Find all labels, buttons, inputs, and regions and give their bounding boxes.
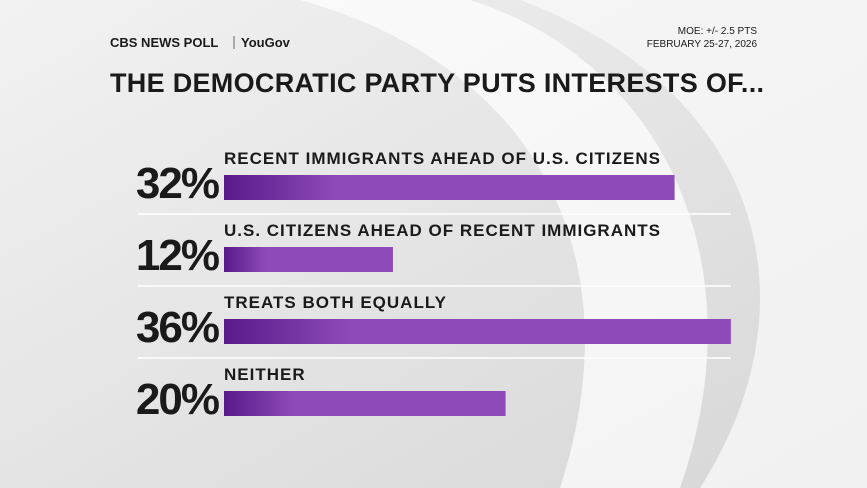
category-label: TREATS BOTH EQUALLY: [224, 293, 447, 312]
value-label: 32%: [136, 159, 219, 208]
partner: YouGov: [241, 35, 291, 50]
value-label: 12%: [136, 231, 219, 280]
bar: [224, 247, 393, 272]
swoosh: [300, 0, 708, 488]
moe: MOE: +/- 2.5 PTS: [678, 26, 758, 37]
category-label: RECENT IMMIGRANTS AHEAD OF U.S. CITIZENS: [224, 149, 661, 168]
bar: [224, 175, 675, 200]
dates: FEBRUARY 25-27, 2026: [647, 39, 758, 50]
value-label: 36%: [136, 303, 219, 352]
category-label: U.S. CITIZENS AHEAD OF RECENT IMMIGRANTS: [224, 221, 661, 240]
value-label: 20%: [136, 375, 219, 424]
brand: CBS NEWS POLL: [110, 35, 218, 50]
swoosh: [520, 0, 867, 488]
bar: [224, 391, 506, 416]
category-label: NEITHER: [224, 365, 306, 384]
chart-title: THE DEMOCRATIC PARTY PUTS INTERESTS OF..…: [110, 68, 764, 98]
bar: [224, 319, 731, 344]
